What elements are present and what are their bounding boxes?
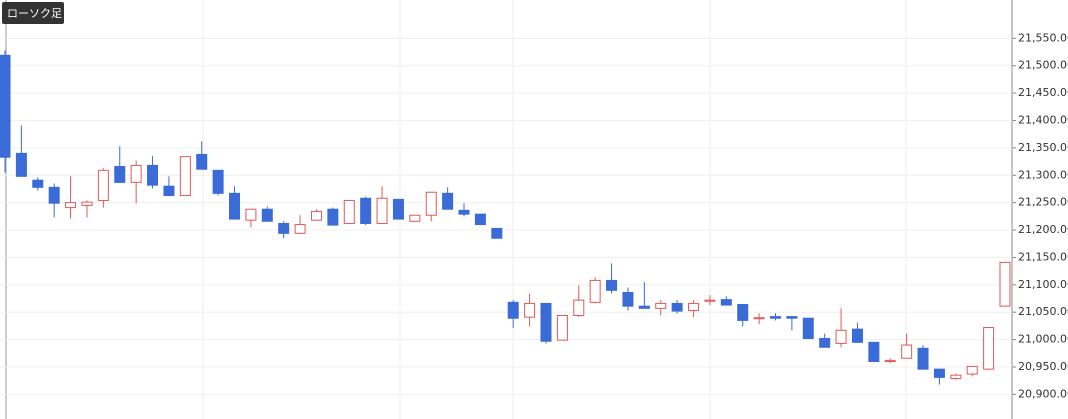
candle-body: [65, 202, 77, 209]
candle-body: [458, 209, 470, 215]
candle-body: [376, 197, 388, 224]
candle-body: [966, 365, 978, 375]
candle-body: [196, 153, 208, 170]
y-tick-label: 21,500.00: [1018, 59, 1068, 72]
y-tick-label: 21,450.00: [1018, 86, 1068, 99]
candle-body: [130, 164, 142, 183]
candle-body: [769, 316, 781, 319]
y-tick-label: 20,900.00: [1018, 387, 1068, 400]
y-tick-label: 21,300.00: [1018, 168, 1068, 181]
candle-body: [409, 214, 421, 222]
candle-body: [737, 304, 749, 321]
candle-body: [360, 197, 372, 224]
candle-body: [261, 208, 273, 222]
candle-body: [917, 347, 929, 370]
candle-body: [0, 54, 11, 158]
candle-body: [851, 328, 863, 343]
y-tick-label: 21,200.00: [1018, 223, 1068, 236]
y-tick-label: 21,400.00: [1018, 113, 1068, 126]
candle-body: [278, 222, 290, 234]
y-tick-label: 21,350.00: [1018, 141, 1068, 154]
candle-body: [999, 261, 1011, 307]
candle-body: [147, 164, 159, 186]
candle-body: [507, 301, 519, 319]
candle-body: [606, 279, 618, 291]
candle-body: [720, 299, 732, 306]
series-tooltip: [2, 2, 64, 24]
candle-body: [983, 327, 995, 370]
candle-body: [868, 341, 880, 362]
candle-body: [48, 186, 60, 204]
candle-body: [688, 302, 700, 312]
candle-body: [474, 213, 486, 226]
candle-body: [442, 192, 454, 210]
candle-body: [294, 224, 306, 234]
candle-body: [343, 199, 355, 224]
candle-body: [671, 302, 683, 312]
candle-body: [491, 227, 503, 239]
candle-body: [556, 314, 568, 341]
candle-body: [819, 337, 831, 348]
candle-body: [15, 152, 27, 177]
candle-body: [81, 201, 93, 206]
candle-body: [425, 191, 437, 216]
candle-body: [163, 185, 175, 197]
candle-body: [753, 317, 765, 320]
candle-body: [212, 169, 224, 194]
candle-body: [540, 302, 552, 342]
y-tick-label: 21,100.00: [1018, 278, 1068, 291]
series-name: ローソク足: [7, 7, 62, 20]
candle-body: [950, 374, 962, 379]
candle-body: [589, 279, 601, 303]
candle-body: [245, 208, 257, 221]
y-tick-label: 21,150.00: [1018, 250, 1068, 263]
candle-body: [573, 299, 585, 316]
candle-body: [114, 166, 126, 183]
candle-body: [32, 179, 44, 188]
candle-body: [933, 368, 945, 378]
candle-body: [392, 198, 404, 220]
candle-body: [622, 291, 634, 307]
candle-body: [655, 302, 667, 309]
time-grid: [202, 0, 907, 419]
candle-body: [524, 302, 536, 318]
y-tick-label: 21,050.00: [1018, 305, 1068, 318]
candle-body: [901, 344, 913, 359]
candle-body: [704, 299, 716, 302]
y-tick-label: 21,550.00: [1018, 31, 1068, 44]
y-tick-label: 20,950.00: [1018, 360, 1068, 373]
y-tick-label: 21,000.00: [1018, 333, 1068, 346]
candle-body: [179, 156, 191, 197]
candle-body: [835, 329, 847, 344]
candle-body: [310, 210, 322, 221]
y-tick-label: 21,250.00: [1018, 196, 1068, 209]
candle-body: [786, 316, 798, 319]
candle-body: [638, 305, 650, 309]
candle-body: [97, 169, 109, 201]
candle-body: [229, 192, 241, 220]
candle-body: [327, 208, 339, 226]
candle-body: [802, 317, 814, 339]
candle-body: [884, 359, 896, 362]
